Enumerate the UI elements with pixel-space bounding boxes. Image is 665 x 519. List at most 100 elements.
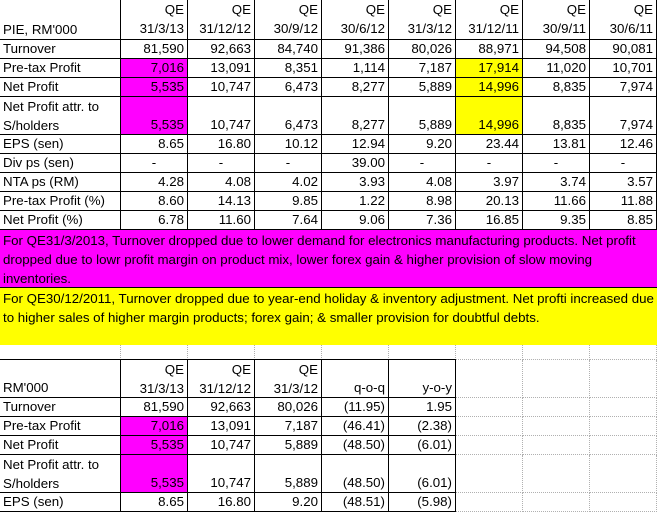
row-label-div-ps[interactable]: Div ps (sen) [0, 154, 121, 173]
empty-cell[interactable] [523, 345, 590, 360]
cell[interactable]: 8.85 [590, 211, 657, 230]
cell[interactable]: 10,747 [188, 455, 255, 493]
cell-highlighted[interactable]: 14,996 [456, 97, 523, 135]
cell[interactable]: 9.35 [523, 211, 590, 230]
row-label-pretax-margin[interactable]: Pre-tax Profit (%) [0, 192, 121, 211]
cell[interactable]: 4.08 [188, 173, 255, 192]
cell[interactable]: - [255, 154, 322, 173]
cell[interactable]: 92,663 [188, 40, 255, 59]
row-label-pretax-profit[interactable]: Pre-tax Profit [0, 417, 121, 436]
empty-cell[interactable] [523, 360, 590, 398]
top-col-header[interactable]: QE 30/6/12 [322, 0, 389, 40]
row-label-net-profit[interactable]: Net Profit [0, 436, 121, 455]
empty-cell[interactable] [322, 345, 389, 360]
empty-cell[interactable] [0, 345, 121, 360]
cell[interactable]: 8,351 [255, 59, 322, 78]
cell[interactable]: 7.64 [255, 211, 322, 230]
bottom-col-header[interactable]: QE 31/12/12 [188, 360, 255, 398]
top-col-header[interactable]: QE 30/9/12 [255, 0, 322, 40]
cell-highlighted[interactable]: 7,016 [121, 417, 188, 436]
cell-highlighted[interactable]: 17,914 [456, 59, 523, 78]
cell[interactable]: 1,114 [322, 59, 389, 78]
cell[interactable]: 92,663 [188, 398, 255, 417]
cell[interactable]: 4.02 [255, 173, 322, 192]
cell[interactable]: 10,747 [188, 97, 255, 135]
cell[interactable]: (6.01) [389, 436, 456, 455]
empty-cell[interactable] [590, 345, 657, 360]
bottom-col-header-qoq[interactable]: q-o-q [322, 360, 389, 398]
cell[interactable]: 88,971 [456, 40, 523, 59]
row-label-net-margin[interactable]: Net Profit (%) [0, 211, 121, 230]
cell[interactable]: 11.66 [523, 192, 590, 211]
cell[interactable]: - [523, 154, 590, 173]
cell[interactable]: (48.51) [322, 493, 389, 512]
cell[interactable]: 10,747 [188, 78, 255, 97]
empty-cell[interactable] [456, 417, 523, 436]
cell[interactable]: (6.01) [389, 455, 456, 493]
cell[interactable]: 11.88 [590, 192, 657, 211]
cell[interactable]: 4.08 [389, 173, 456, 192]
cell[interactable]: 91,386 [322, 40, 389, 59]
cell[interactable]: 7,187 [255, 417, 322, 436]
cell[interactable]: (5.98) [389, 493, 456, 512]
cell[interactable]: 8,835 [523, 78, 590, 97]
cell[interactable]: 10,747 [188, 436, 255, 455]
cell[interactable]: 9.20 [389, 135, 456, 154]
cell[interactable]: 84,740 [255, 40, 322, 59]
cell-highlighted[interactable]: 5,535 [121, 436, 188, 455]
row-label-pretax-profit[interactable]: Pre-tax Profit [0, 59, 121, 78]
cell[interactable]: 7,187 [389, 59, 456, 78]
cell[interactable]: - [389, 154, 456, 173]
top-col-header[interactable]: QE 31/12/12 [188, 0, 255, 40]
cell[interactable]: 10,701 [590, 59, 657, 78]
cell-highlighted[interactable]: 5,535 [121, 78, 188, 97]
cell[interactable]: 39.00 [322, 154, 389, 173]
cell[interactable]: 5,889 [255, 436, 322, 455]
cell[interactable]: 5,889 [255, 455, 322, 493]
cell[interactable]: 9.85 [255, 192, 322, 211]
cell[interactable]: 23.44 [456, 135, 523, 154]
row-label-eps[interactable]: EPS (sen) [0, 135, 121, 154]
bottom-col-header[interactable]: QE 31/3/12 [255, 360, 322, 398]
cell[interactable]: (48.50) [322, 455, 389, 493]
top-col-header[interactable]: QE 31/12/11 [456, 0, 523, 40]
bottom-corner-label[interactable]: RM'000 [0, 360, 121, 398]
cell[interactable]: 6,473 [255, 97, 322, 135]
row-label-eps[interactable]: EPS (sen) [0, 493, 121, 512]
cell[interactable]: 90,081 [590, 40, 657, 59]
top-col-header[interactable]: QE 30/9/11 [523, 0, 590, 40]
empty-cell[interactable] [523, 493, 590, 512]
row-label-net-profit[interactable]: Net Profit [0, 78, 121, 97]
cell[interactable]: 5,889 [389, 97, 456, 135]
cell[interactable]: - [188, 154, 255, 173]
cell[interactable]: 13.81 [523, 135, 590, 154]
cell[interactable]: 8,277 [322, 97, 389, 135]
cell[interactable]: 6.78 [121, 211, 188, 230]
empty-cell[interactable] [121, 345, 188, 360]
cell-highlighted[interactable]: 5,535 [121, 455, 188, 493]
cell[interactable]: - [590, 154, 657, 173]
cell[interactable]: 3.93 [322, 173, 389, 192]
empty-cell[interactable] [590, 493, 657, 512]
cell[interactable]: 16.85 [456, 211, 523, 230]
cell[interactable]: 7,974 [590, 78, 657, 97]
cell[interactable]: 6,473 [255, 78, 322, 97]
cell[interactable]: 8.60 [121, 192, 188, 211]
cell-highlighted[interactable]: 5,535 [121, 97, 188, 135]
top-col-header[interactable]: QE 30/6/11 [590, 0, 657, 40]
cell[interactable]: 1.22 [322, 192, 389, 211]
empty-cell[interactable] [456, 360, 523, 398]
empty-cell[interactable] [590, 455, 657, 493]
cell[interactable]: 4.28 [121, 173, 188, 192]
cell[interactable]: 20.13 [456, 192, 523, 211]
note-q4-2011[interactable]: For QE30/12/2011, Turnover dropped due t… [0, 288, 657, 345]
cell[interactable]: 94,508 [523, 40, 590, 59]
cell[interactable]: 16.80 [188, 135, 255, 154]
empty-cell[interactable] [523, 436, 590, 455]
cell[interactable]: - [456, 154, 523, 173]
top-col-header[interactable]: QE 31/3/13 [121, 0, 188, 40]
empty-cell[interactable] [523, 417, 590, 436]
empty-cell[interactable] [389, 345, 456, 360]
top-corner-label[interactable]: PIE, RM'000 [0, 0, 121, 40]
cell[interactable]: (11.95) [322, 398, 389, 417]
